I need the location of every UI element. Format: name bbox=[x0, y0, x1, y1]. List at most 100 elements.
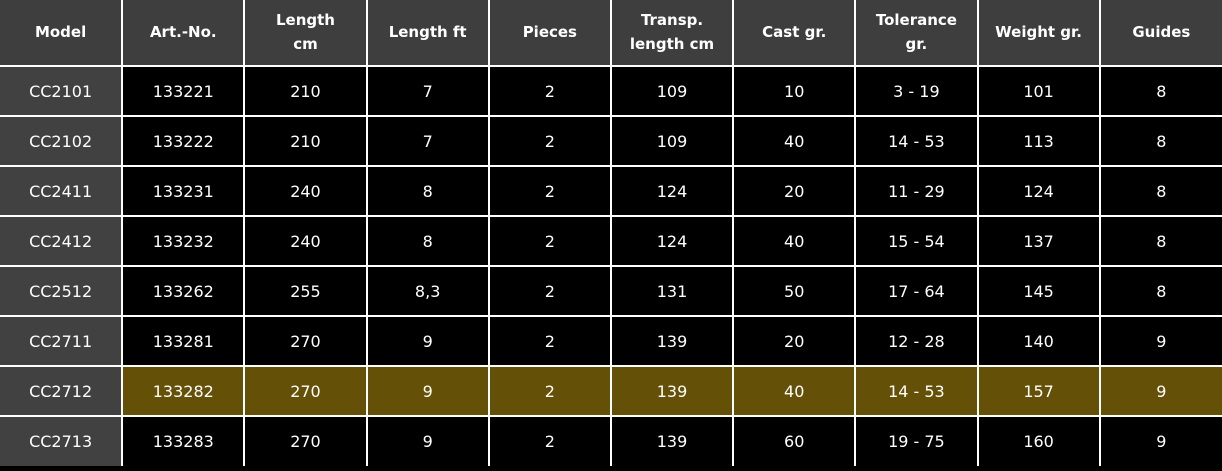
cell-length-ft: 7 bbox=[365, 65, 490, 117]
column-header-model: Model bbox=[0, 0, 124, 67]
cell-model: CC2711 bbox=[0, 315, 124, 367]
cell-tolerance-gr: 14 - 53 bbox=[854, 365, 979, 417]
cell-weight-gr: 145 bbox=[976, 265, 1101, 317]
cell-pieces: 2 bbox=[487, 215, 612, 267]
cell-weight-gr: 157 bbox=[976, 365, 1101, 417]
cell-tolerance-gr: 17 - 64 bbox=[854, 265, 979, 317]
cell-guides: 9 bbox=[1098, 415, 1222, 466]
cell-guides: 9 bbox=[1098, 315, 1222, 367]
table-row[interactable]: CC2101 133221 210 7 2 109 10 3 - 19 101 … bbox=[0, 65, 1222, 117]
cell-art-no: 133262 bbox=[121, 265, 246, 317]
cell-tolerance-gr: 15 - 54 bbox=[854, 215, 979, 267]
cell-length-ft: 9 bbox=[365, 315, 490, 367]
cell-cast-gr: 50 bbox=[732, 265, 857, 317]
cell-cast-gr: 10 bbox=[732, 65, 857, 117]
column-header-pieces: Pieces bbox=[487, 0, 612, 67]
cell-length-ft: 8 bbox=[365, 165, 490, 217]
table-row[interactable]: CC2102 133222 210 7 2 109 40 14 - 53 113… bbox=[0, 115, 1222, 167]
cell-cast-gr: 20 bbox=[732, 165, 857, 217]
cell-guides: 8 bbox=[1098, 215, 1222, 267]
cell-cast-gr: 40 bbox=[732, 215, 857, 267]
cell-model: CC2713 bbox=[0, 415, 124, 466]
cell-guides: 8 bbox=[1098, 65, 1222, 117]
cell-length-ft: 8 bbox=[365, 215, 490, 267]
cell-art-no: 133222 bbox=[121, 115, 246, 167]
column-header-transp-length-cm: Transp. length cm bbox=[609, 0, 735, 67]
cell-length-cm: 270 bbox=[243, 415, 368, 466]
cell-pieces: 2 bbox=[487, 65, 612, 117]
table-row[interactable]: CC2712 133282 270 9 2 139 40 14 - 53 157… bbox=[0, 365, 1222, 417]
column-header-cast-gr: Cast gr. bbox=[732, 0, 857, 67]
cell-weight-gr: 137 bbox=[976, 215, 1101, 267]
cell-pieces: 2 bbox=[487, 265, 612, 317]
cell-cast-gr: 60 bbox=[732, 415, 857, 466]
cell-guides: 8 bbox=[1098, 265, 1222, 317]
column-header-art-no: Art.-No. bbox=[121, 0, 246, 67]
cell-cast-gr: 20 bbox=[732, 315, 857, 367]
cell-weight-gr: 124 bbox=[976, 165, 1101, 217]
cell-transp-length-cm: 139 bbox=[609, 415, 735, 466]
cell-model: CC2412 bbox=[0, 215, 124, 267]
cell-art-no: 133232 bbox=[121, 215, 246, 267]
cell-transp-length-cm: 139 bbox=[609, 365, 735, 417]
cell-tolerance-gr: 12 - 28 bbox=[854, 315, 979, 367]
column-header-length-ft: Length ft bbox=[365, 0, 490, 67]
cell-tolerance-gr: 19 - 75 bbox=[854, 415, 979, 466]
cell-transp-length-cm: 109 bbox=[609, 65, 735, 117]
cell-tolerance-gr: 3 - 19 bbox=[854, 65, 979, 117]
table-row[interactable]: CC2411 133231 240 8 2 124 20 11 - 29 124… bbox=[0, 165, 1222, 217]
cell-transp-length-cm: 124 bbox=[609, 165, 735, 217]
cell-pieces: 2 bbox=[487, 415, 612, 466]
cell-weight-gr: 101 bbox=[976, 65, 1101, 117]
cell-model: CC2712 bbox=[0, 365, 124, 417]
cell-art-no: 133281 bbox=[121, 315, 246, 367]
cell-model: CC2102 bbox=[0, 115, 124, 167]
table-row[interactable]: CC2713 133283 270 9 2 139 60 19 - 75 160… bbox=[0, 415, 1222, 466]
column-header-guides: Guides bbox=[1098, 0, 1222, 67]
cell-art-no: 133221 bbox=[121, 65, 246, 117]
cell-transp-length-cm: 139 bbox=[609, 315, 735, 367]
column-header-length-cm: Length cm bbox=[243, 0, 368, 67]
cell-pieces: 2 bbox=[487, 315, 612, 367]
cell-tolerance-gr: 14 - 53 bbox=[854, 115, 979, 167]
cell-art-no: 133282 bbox=[121, 365, 246, 417]
cell-length-cm: 255 bbox=[243, 265, 368, 317]
cell-art-no: 133283 bbox=[121, 415, 246, 466]
cell-cast-gr: 40 bbox=[732, 115, 857, 167]
table-body: CC2101 133221 210 7 2 109 10 3 - 19 101 … bbox=[0, 65, 1222, 466]
cell-model: CC2101 bbox=[0, 65, 124, 117]
cell-weight-gr: 113 bbox=[976, 115, 1101, 167]
header-row: Model Art.-No. Length cm Length ft Piece… bbox=[0, 0, 1222, 67]
cell-guides: 8 bbox=[1098, 115, 1222, 167]
cell-pieces: 2 bbox=[487, 115, 612, 167]
cell-transp-length-cm: 131 bbox=[609, 265, 735, 317]
cell-guides: 9 bbox=[1098, 365, 1222, 417]
cell-length-cm: 210 bbox=[243, 115, 368, 167]
cell-length-cm: 240 bbox=[243, 215, 368, 267]
cell-length-ft: 9 bbox=[365, 415, 490, 466]
cell-length-cm: 270 bbox=[243, 315, 368, 367]
cell-pieces: 2 bbox=[487, 165, 612, 217]
cell-art-no: 133231 bbox=[121, 165, 246, 217]
table-row[interactable]: CC2512 133262 255 8,3 2 131 50 17 - 64 1… bbox=[0, 265, 1222, 317]
cell-pieces: 2 bbox=[487, 365, 612, 417]
cell-length-cm: 270 bbox=[243, 365, 368, 417]
cell-length-ft: 9 bbox=[365, 365, 490, 417]
cell-length-ft: 7 bbox=[365, 115, 490, 167]
cell-model: CC2512 bbox=[0, 265, 124, 317]
cell-guides: 8 bbox=[1098, 165, 1222, 217]
column-header-tolerance-gr: Tolerance gr. bbox=[854, 0, 979, 67]
table-row[interactable]: CC2711 133281 270 9 2 139 20 12 - 28 140… bbox=[0, 315, 1222, 367]
table-row[interactable]: CC2412 133232 240 8 2 124 40 15 - 54 137… bbox=[0, 215, 1222, 267]
cell-cast-gr: 40 bbox=[732, 365, 857, 417]
column-header-weight-gr: Weight gr. bbox=[976, 0, 1101, 67]
cell-model: CC2411 bbox=[0, 165, 124, 217]
cell-transp-length-cm: 109 bbox=[609, 115, 735, 167]
cell-weight-gr: 140 bbox=[976, 315, 1101, 367]
cell-tolerance-gr: 11 - 29 bbox=[854, 165, 979, 217]
cell-length-ft: 8,3 bbox=[365, 265, 490, 317]
cell-length-cm: 210 bbox=[243, 65, 368, 117]
cell-length-cm: 240 bbox=[243, 165, 368, 217]
cell-transp-length-cm: 124 bbox=[609, 215, 735, 267]
